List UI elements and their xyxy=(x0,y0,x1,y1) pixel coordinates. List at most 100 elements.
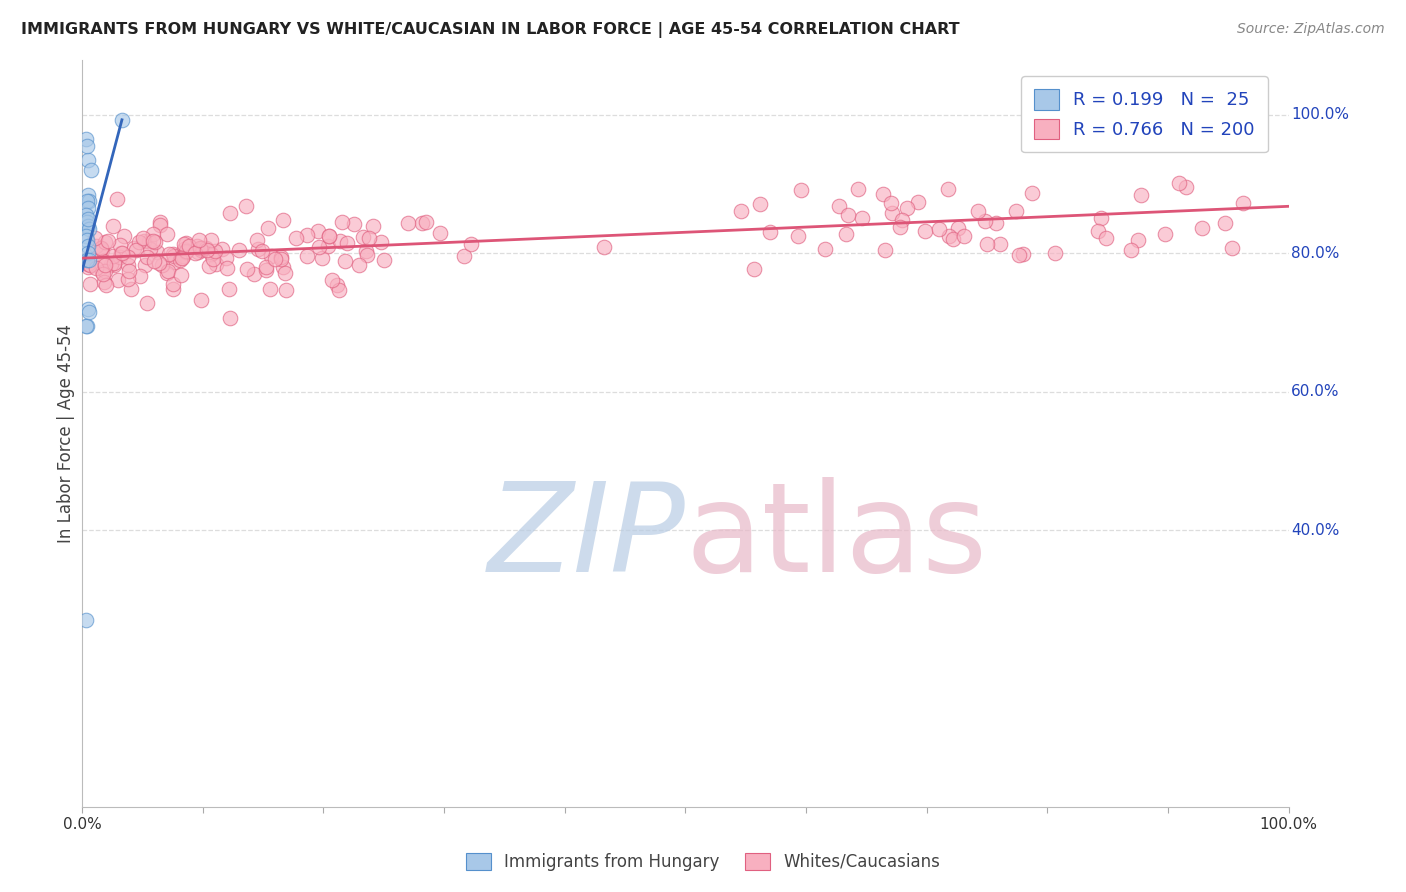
Point xyxy=(157,247,180,261)
Point xyxy=(122,241,145,255)
Point xyxy=(828,199,851,213)
Point xyxy=(118,263,141,277)
Point xyxy=(356,248,378,262)
Point xyxy=(83,231,105,245)
Point xyxy=(343,217,366,231)
Point xyxy=(370,235,392,250)
Point xyxy=(93,275,115,289)
Point xyxy=(257,220,280,235)
Point xyxy=(197,259,219,273)
Point xyxy=(415,215,437,229)
Point xyxy=(396,216,419,230)
Point xyxy=(749,197,772,211)
Point xyxy=(132,235,155,249)
Point xyxy=(814,242,837,256)
Point xyxy=(162,247,184,261)
Point xyxy=(195,241,218,255)
Point xyxy=(333,254,356,268)
Point xyxy=(77,239,100,253)
Point xyxy=(936,182,959,196)
Point xyxy=(250,244,273,259)
Point xyxy=(150,259,173,273)
Point xyxy=(928,222,950,236)
Point xyxy=(172,251,194,265)
Point xyxy=(328,283,350,297)
Point xyxy=(1174,180,1197,194)
Point xyxy=(90,242,112,256)
Point xyxy=(162,282,184,296)
Point xyxy=(172,249,194,263)
Point xyxy=(938,229,960,244)
Point xyxy=(93,255,115,269)
Text: 40.0%: 40.0% xyxy=(1291,523,1340,538)
Point xyxy=(730,204,752,219)
Point xyxy=(108,250,131,264)
Point xyxy=(79,194,101,209)
Text: 100.0%: 100.0% xyxy=(1291,107,1348,122)
Point xyxy=(77,246,100,260)
Point xyxy=(942,231,965,245)
Point xyxy=(204,257,226,271)
Point xyxy=(125,243,148,257)
Point xyxy=(94,258,117,272)
Point xyxy=(834,227,856,241)
Point xyxy=(75,229,97,244)
Point xyxy=(170,268,193,282)
Point xyxy=(218,282,240,296)
Point xyxy=(254,263,277,277)
Point xyxy=(953,228,976,243)
Point xyxy=(79,253,101,268)
Point xyxy=(889,220,911,235)
Point xyxy=(75,132,97,146)
Point xyxy=(156,227,179,241)
Point xyxy=(1008,248,1031,262)
Y-axis label: In Labor Force | Age 45-54: In Labor Force | Age 45-54 xyxy=(58,324,75,543)
Point xyxy=(1090,211,1112,225)
Point xyxy=(170,252,193,266)
Point xyxy=(352,230,374,244)
Point xyxy=(77,260,100,274)
Point xyxy=(107,273,129,287)
Point xyxy=(357,231,380,245)
Point xyxy=(336,235,359,250)
Text: IMMIGRANTS FROM HUNGARY VS WHITE/CAUCASIAN IN LABOR FORCE | AGE 45-54 CORRELATIO: IMMIGRANTS FROM HUNGARY VS WHITE/CAUCASI… xyxy=(21,22,960,38)
Point xyxy=(1043,246,1066,260)
Point xyxy=(284,230,307,244)
Point xyxy=(354,244,377,258)
Text: 80.0%: 80.0% xyxy=(1291,246,1340,260)
Point xyxy=(236,261,259,276)
Point xyxy=(1154,227,1177,242)
Point xyxy=(873,243,896,257)
Point xyxy=(84,260,107,275)
Point xyxy=(103,219,125,233)
Point xyxy=(145,244,167,259)
Point xyxy=(117,250,139,264)
Point xyxy=(176,244,198,258)
Text: ZIP: ZIP xyxy=(488,477,685,599)
Point xyxy=(1128,233,1150,247)
Point xyxy=(200,233,222,247)
Point xyxy=(143,254,166,268)
Point xyxy=(453,249,475,263)
Point xyxy=(880,195,903,210)
Point xyxy=(134,259,156,273)
Point xyxy=(211,243,233,257)
Point xyxy=(243,267,266,281)
Point xyxy=(103,258,125,272)
Point xyxy=(946,221,969,235)
Point xyxy=(976,236,998,251)
Point xyxy=(149,218,172,232)
Point xyxy=(228,243,250,257)
Point xyxy=(135,250,157,264)
Point xyxy=(173,237,195,252)
Point xyxy=(988,237,1011,252)
Point xyxy=(191,241,214,255)
Point xyxy=(91,244,114,258)
Point xyxy=(77,153,100,167)
Point xyxy=(411,216,433,230)
Point xyxy=(373,253,395,268)
Point xyxy=(259,282,281,296)
Point xyxy=(120,282,142,296)
Point xyxy=(247,242,270,256)
Point xyxy=(329,234,352,248)
